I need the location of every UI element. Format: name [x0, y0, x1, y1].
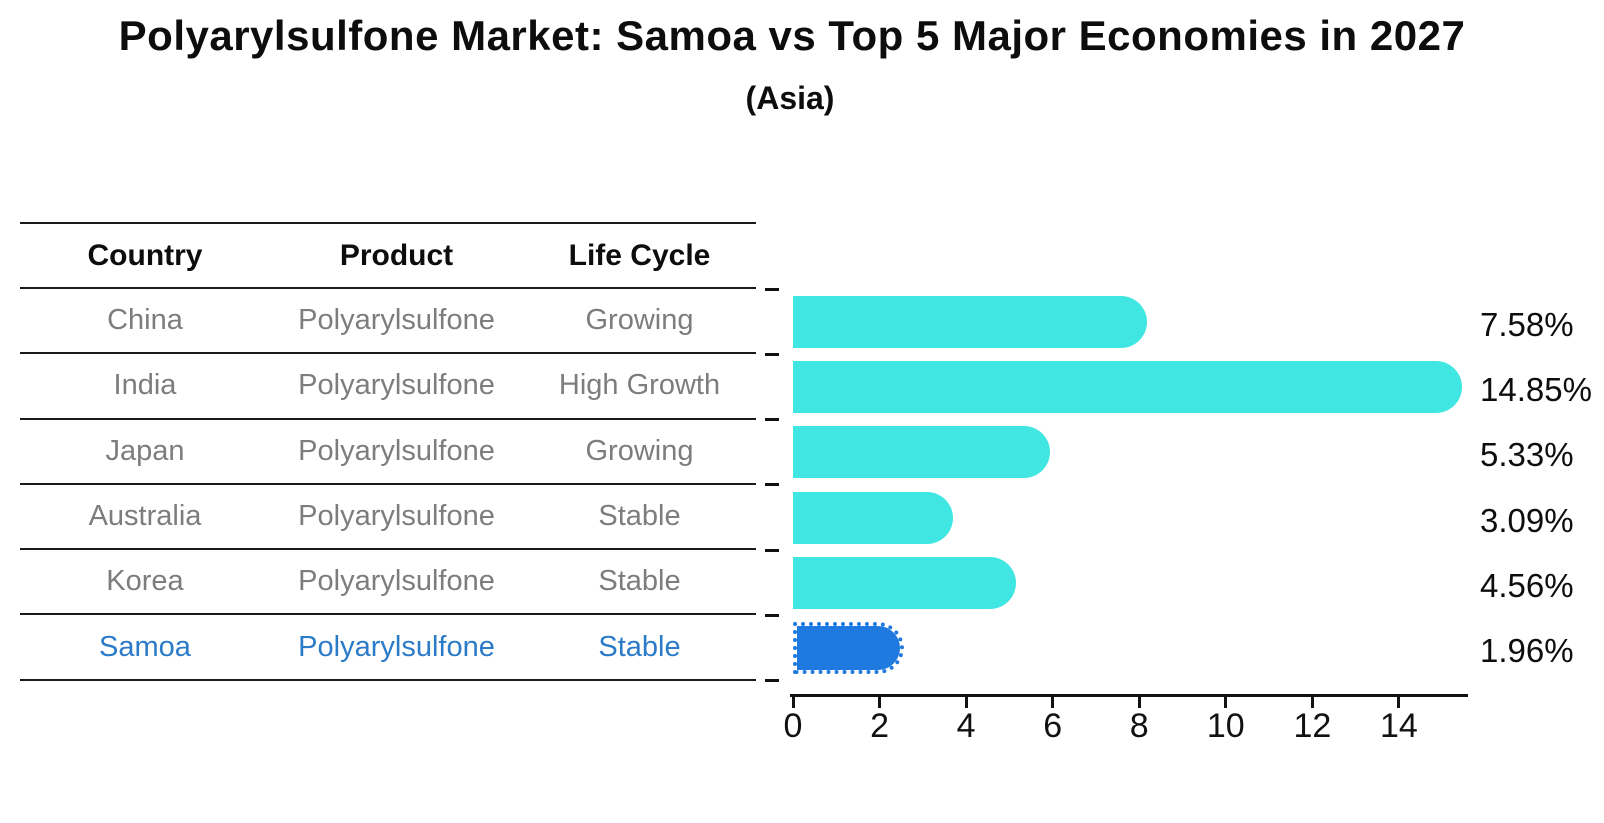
table-body: China Polyarylsulfone Growing India Polyaryl…: [20, 289, 756, 681]
value-label-australia: 3.09%: [1480, 501, 1574, 539]
cell-product: Polyarylsulfone: [298, 304, 495, 337]
x-axis-tick-label: 8: [1129, 707, 1149, 745]
x-axis-tick-label: 6: [1043, 707, 1063, 745]
cell-product: Polyarylsulfone: [298, 500, 495, 533]
cell-life-cycle: High Growth: [558, 369, 721, 402]
y-axis-tick: [765, 287, 779, 291]
bar-australia: [793, 491, 953, 544]
bar-india: [793, 360, 1462, 413]
cell-life-cycle: Stable: [598, 565, 681, 598]
cell-product: Polyarylsulfone: [298, 565, 495, 598]
value-label-china: 7.58%: [1480, 305, 1574, 343]
x-axis-tick-label: 2: [870, 707, 889, 745]
x-axis-tick-label: 14: [1379, 707, 1418, 745]
cell-country: Samoa: [99, 630, 191, 663]
value-label-samoa: 1.96%: [1480, 632, 1574, 670]
x-axis-tick: [1397, 697, 1401, 708]
table-header-country: Country: [87, 238, 203, 272]
x-axis-tick: [1310, 697, 1314, 708]
value-label-india: 14.85%: [1480, 370, 1592, 408]
x-axis-tick-label: 4: [956, 707, 976, 745]
x-axis-tick-label: 0: [783, 707, 803, 745]
bar-china: [793, 295, 1148, 348]
y-axis-tick: [765, 679, 779, 683]
x-axis-tick: [964, 697, 968, 708]
chart-subtitle: (Asia): [745, 80, 835, 116]
bar-japan: [793, 426, 1050, 479]
table-row-japan: Japan Polyarylsulfone Growing: [20, 420, 756, 485]
x-axis-tick: [1137, 697, 1141, 708]
x-axis-tick: [791, 697, 795, 708]
cell-product: Polyarylsulfone: [298, 369, 495, 402]
bar-korea: [793, 556, 1017, 609]
table-row-samoa: Samoa Polyarylsulfone Stable: [20, 615, 756, 681]
cell-life-cycle: Stable: [598, 500, 681, 533]
table-row-china: China Polyarylsulfone Growing: [20, 289, 756, 355]
cell-life-cycle: Growing: [585, 304, 694, 337]
x-axis-tick-label: 12: [1293, 707, 1332, 745]
table-row-india: India Polyarylsulfone High Growth: [20, 354, 756, 420]
country-table: Country Product Life Cycle China Polyaryl…: [20, 222, 756, 681]
x-axis-tick: [878, 697, 882, 708]
cell-life-cycle: Growing: [585, 434, 694, 467]
value-label-japan: 5.33%: [1480, 436, 1574, 474]
y-axis-tick: [765, 614, 779, 618]
cell-country: India: [113, 369, 177, 402]
value-label-korea: 4.56%: [1480, 566, 1574, 604]
table-row-australia: Australia Polyarylsulfone Stable: [20, 485, 756, 551]
chart-title: Polyarylsulfone Market: Samoa vs Top 5 M…: [118, 12, 1466, 59]
bar-samoa: [793, 622, 904, 675]
cell-product: Polyarylsulfone: [298, 630, 495, 663]
y-axis-tick: [765, 418, 779, 422]
table-header-row: Country Product Life Cycle: [20, 222, 756, 289]
cell-product: Polyarylsulfone: [298, 434, 495, 467]
cell-country: Korea: [106, 565, 184, 598]
y-axis-tick: [765, 483, 779, 487]
cell-country: China: [107, 304, 183, 337]
table-row-korea: Korea Polyarylsulfone Stable: [20, 550, 756, 616]
cell-life-cycle: Stable: [598, 630, 681, 663]
x-axis-tick: [1051, 697, 1055, 708]
x-axis-tick-label: 10: [1206, 707, 1245, 745]
cell-country: Australia: [88, 500, 202, 533]
cell-country: Japan: [105, 434, 185, 467]
table-header-product: Product: [339, 238, 454, 272]
x-axis-tick: [1224, 697, 1228, 708]
x-axis-line: [790, 694, 1468, 697]
y-axis-tick: [765, 548, 779, 552]
y-axis-tick: [765, 352, 779, 356]
table-header-lifecycle: Life Cycle: [568, 238, 711, 272]
